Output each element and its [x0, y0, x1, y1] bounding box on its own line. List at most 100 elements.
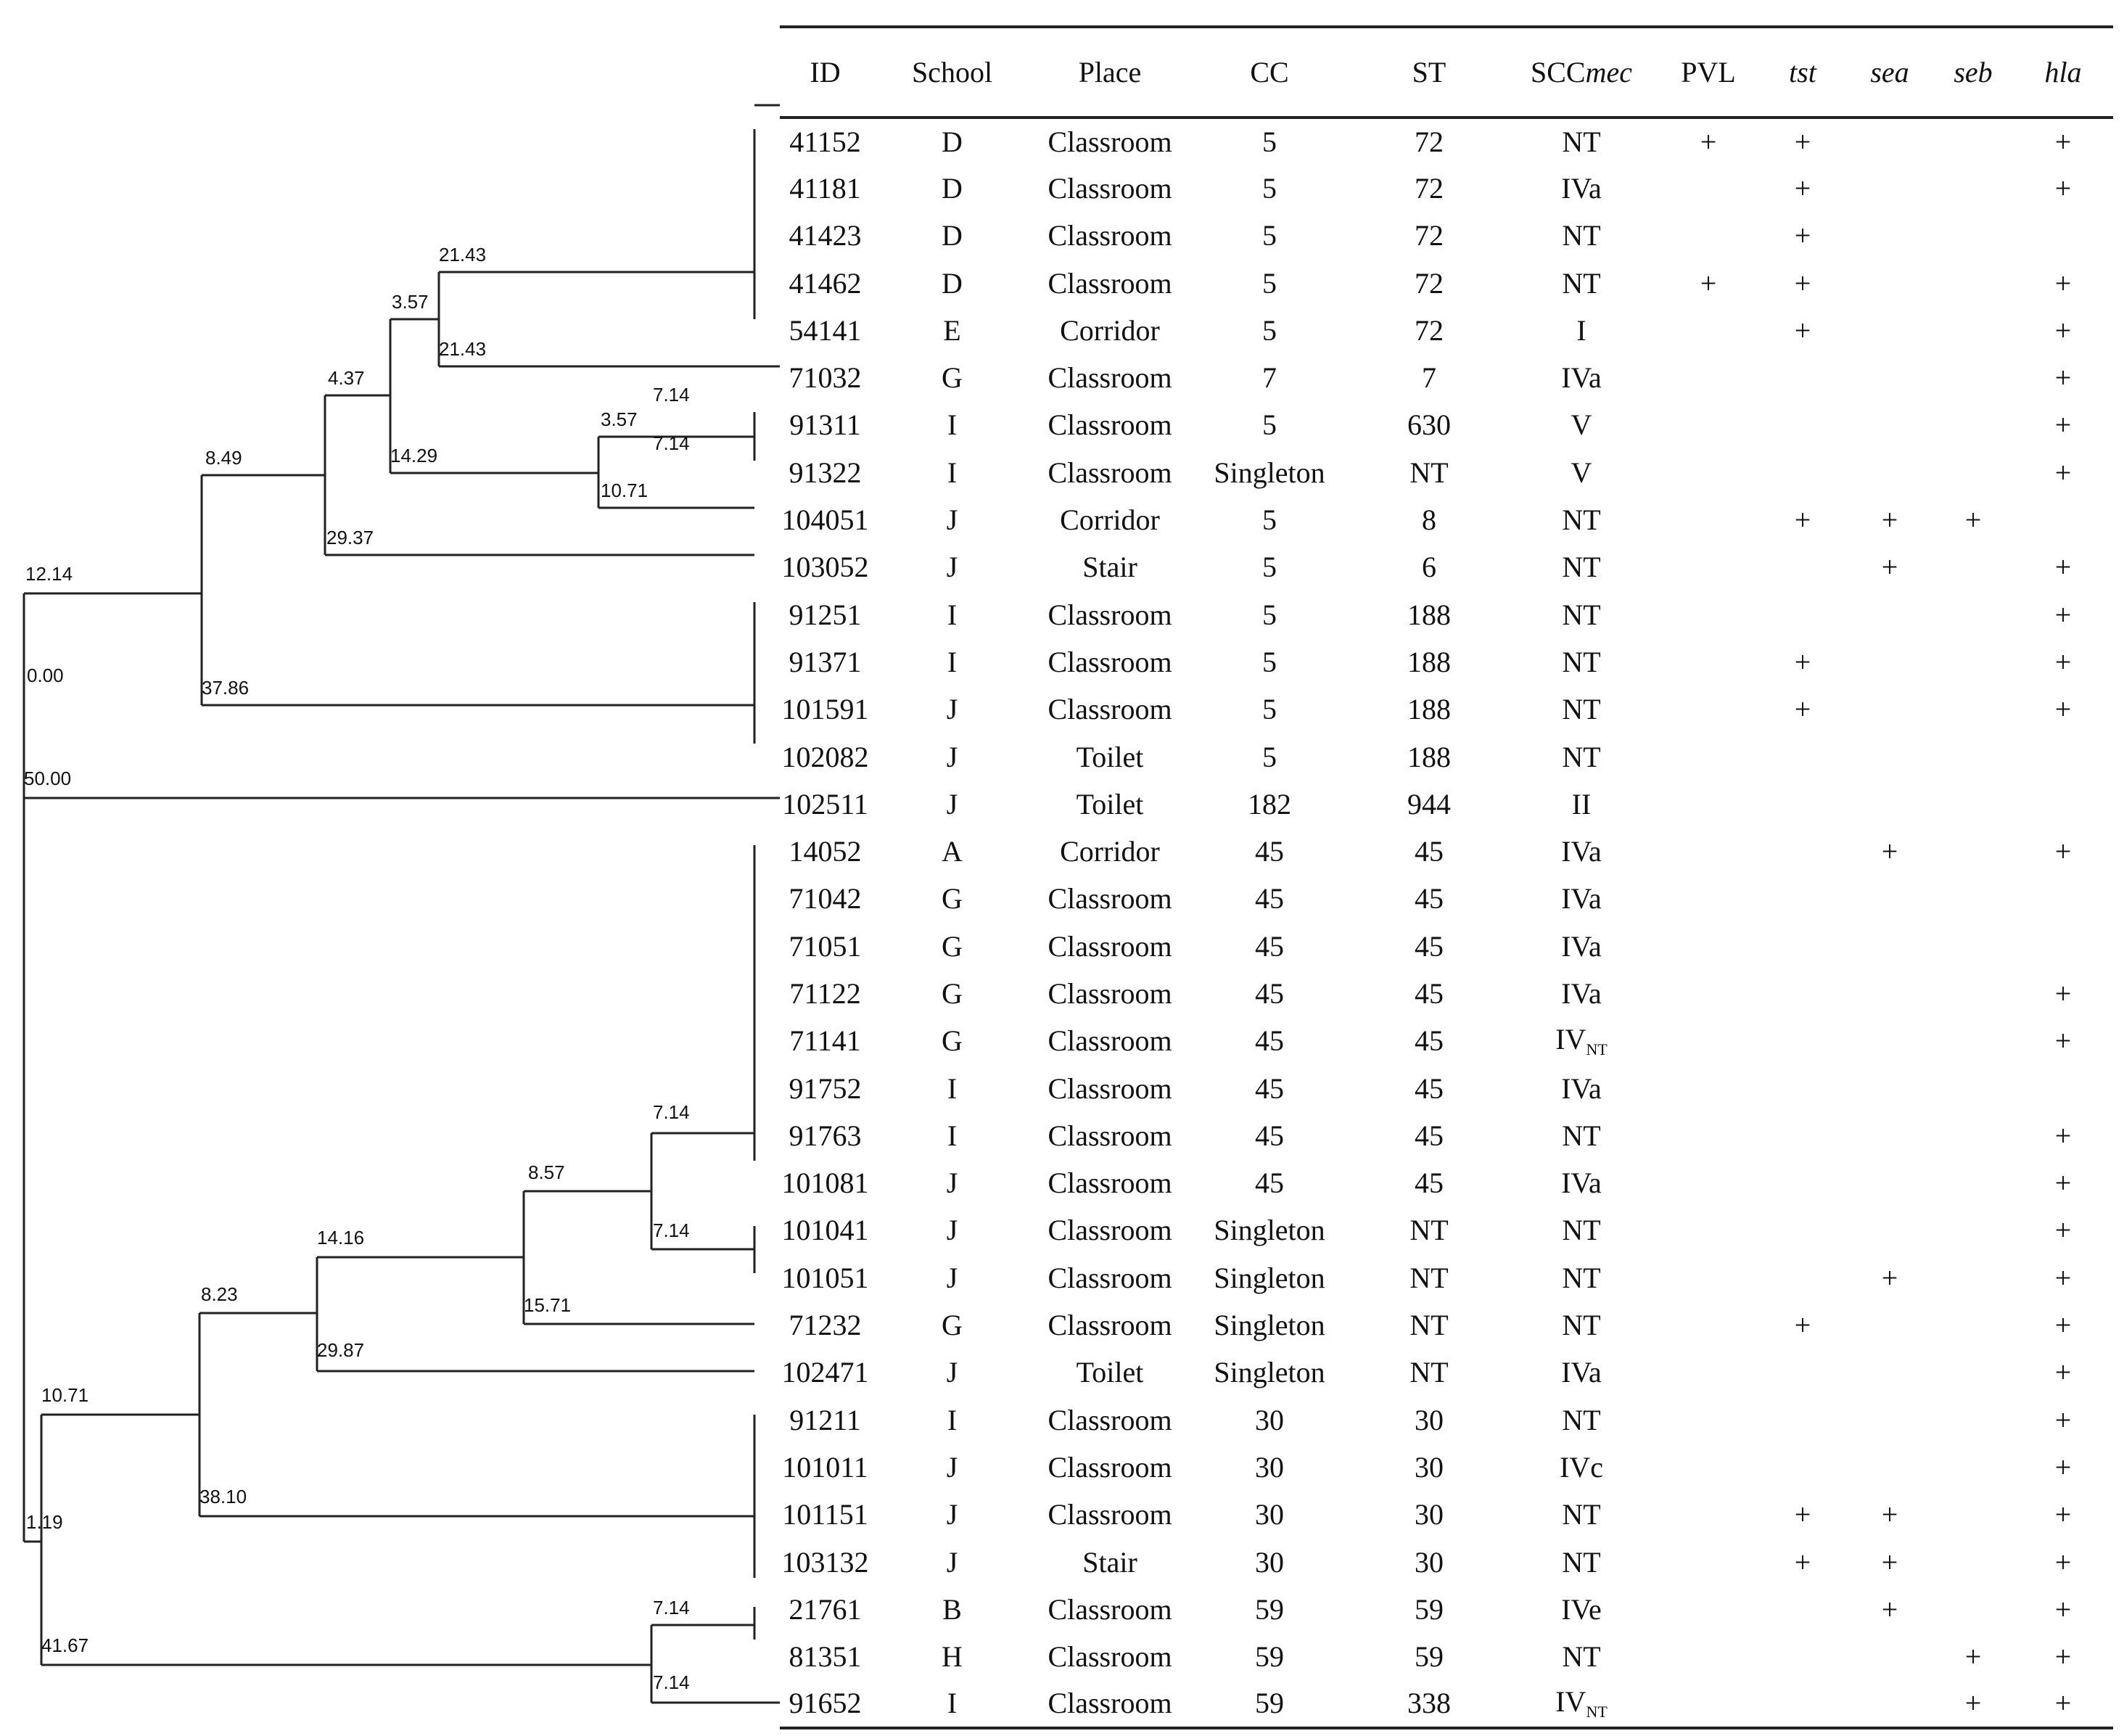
cell-tst [1759, 591, 1846, 638]
cell-place: Classroom [1047, 1592, 1172, 1626]
cell-school: J [946, 1167, 958, 1200]
cell-st: 188 [1407, 693, 1451, 726]
cell-pvl [1658, 1539, 1759, 1586]
table-row: 71042 G Classroom 45 45 IVa [780, 876, 2113, 923]
cell-pvl [1658, 1254, 1759, 1301]
cell-id: 91763 [789, 1119, 862, 1152]
table-row: 14052 A Corridor 45 45 IVa + + [780, 828, 2113, 875]
table-row: 101051 J Classroom Singleton NT NT + + [780, 1254, 2113, 1301]
cell-st: NT [1409, 1309, 1449, 1342]
cell-tst [1759, 1207, 1846, 1254]
cell-seb [1933, 686, 2013, 733]
cell-pvl [1658, 1301, 1759, 1349]
cell-pvl [1658, 213, 1759, 260]
cell-tst [1759, 733, 1846, 781]
cell-scc: NT [1505, 544, 1658, 591]
branch-label: 3.57 [392, 291, 429, 313]
table-row: 71232 G Classroom Singleton NT NT + + [780, 1301, 2113, 1349]
cell-cc: 5 [1262, 551, 1277, 584]
cell-pvl [1658, 1586, 1759, 1633]
cell-place: Corridor [1060, 503, 1160, 537]
cell-id: 71032 [789, 361, 862, 395]
cell-school: I [947, 1403, 958, 1436]
cell-place: Classroom [1047, 361, 1172, 395]
cell-pvl [1658, 1396, 1759, 1444]
cell-place: Classroom [1047, 929, 1172, 963]
header-cc: CC [1186, 25, 1353, 119]
cell-seb [1933, 1112, 2013, 1159]
cell-seb [1933, 260, 2013, 307]
cell-place: Corridor [1060, 835, 1160, 868]
header-sccmec-italic: mec [1585, 56, 1632, 89]
cell-scc: NT [1505, 1539, 1658, 1586]
cell-hla [2013, 923, 2113, 970]
cell-school: H [942, 1640, 963, 1674]
cell-school: I [947, 456, 958, 489]
cell-seb [1933, 876, 2013, 923]
cell-hla [2013, 213, 2113, 260]
cell-scc-value: NT [1562, 503, 1601, 537]
cell-hla: + [2054, 1261, 2072, 1294]
cell-id: 41181 [789, 171, 861, 205]
cell-scc-value: NT [1562, 1309, 1601, 1342]
cell-school: J [946, 1214, 958, 1247]
cell-school: J [946, 1261, 958, 1294]
cell-seb [1933, 781, 2013, 828]
cell-st: 30 [1415, 1450, 1444, 1484]
cell-sea [1846, 1018, 1933, 1065]
dendrogram-labels: 21.43 3.57 21.43 4.37 7.14 3.57 7.14 14.… [24, 244, 690, 1693]
cell-place: Classroom [1047, 1450, 1172, 1484]
table-row: 102082 J Toilet 5 188 NT [780, 733, 2113, 781]
cell-school: J [946, 1356, 958, 1389]
cell-scc-value: V [1571, 408, 1592, 442]
table-row: 102511 J Toilet 182 944 II [780, 781, 2113, 828]
cell-cc: 45 [1255, 929, 1284, 963]
cell-place: Stair [1082, 1545, 1137, 1579]
cell-cc: 5 [1262, 740, 1277, 773]
cell-seb [1933, 1207, 2013, 1254]
cell-scc-value: NT [1562, 125, 1601, 158]
cell-place: Classroom [1047, 693, 1172, 726]
cell-hla: + [2054, 1119, 2072, 1152]
cell-sea [1846, 354, 1933, 401]
branch-label: 4.37 [328, 367, 365, 389]
cell-sea [1846, 638, 1933, 686]
cell-scc: NT [1505, 1112, 1658, 1159]
cell-st: NT [1409, 456, 1449, 489]
cell-scc: IVa [1505, 354, 1658, 401]
cell-st: 72 [1415, 219, 1444, 252]
cell-hla: + [2054, 313, 2072, 347]
cell-pvl [1658, 781, 1759, 828]
cell-pvl [1658, 307, 1759, 354]
cell-scc: V [1505, 449, 1658, 496]
cell-pvl [1658, 1680, 1759, 1730]
branch-label: 7.14 [653, 1219, 690, 1241]
table-row: 103052 J Stair 5 6 NT + + [780, 544, 2113, 591]
cell-sea [1846, 1301, 1933, 1349]
cell-seb [1933, 1539, 2013, 1586]
cell-pvl [1658, 1112, 1759, 1159]
cell-sea: + [1881, 503, 1898, 537]
cell-school: G [942, 361, 963, 395]
cell-hla: + [2054, 645, 2072, 678]
cell-scc: NT [1505, 686, 1658, 733]
cell-seb: + [1964, 1640, 1982, 1674]
cell-tst [1759, 970, 1846, 1017]
cell-place: Classroom [1047, 171, 1172, 205]
cell-st: 188 [1407, 645, 1451, 678]
cell-hla: + [2054, 1403, 2072, 1436]
cell-scc-value: IVa [1561, 929, 1602, 963]
cell-hla: + [2054, 1356, 2072, 1389]
cell-place: Classroom [1047, 1024, 1172, 1058]
cell-school: B [942, 1592, 962, 1626]
cell-tst [1759, 544, 1846, 591]
cell-cc: 5 [1262, 125, 1277, 158]
branch-label: 29.37 [326, 527, 374, 548]
cell-pvl [1658, 165, 1759, 212]
cell-hla: + [2054, 1450, 2072, 1484]
cell-hla: + [2054, 551, 2072, 584]
cell-st: 630 [1407, 408, 1451, 442]
cell-scc: IVNT [1505, 1018, 1658, 1065]
table-row: 91752 I Classroom 45 45 IVa [780, 1065, 2113, 1112]
table-row: 91763 I Classroom 45 45 NT + [780, 1112, 2113, 1159]
